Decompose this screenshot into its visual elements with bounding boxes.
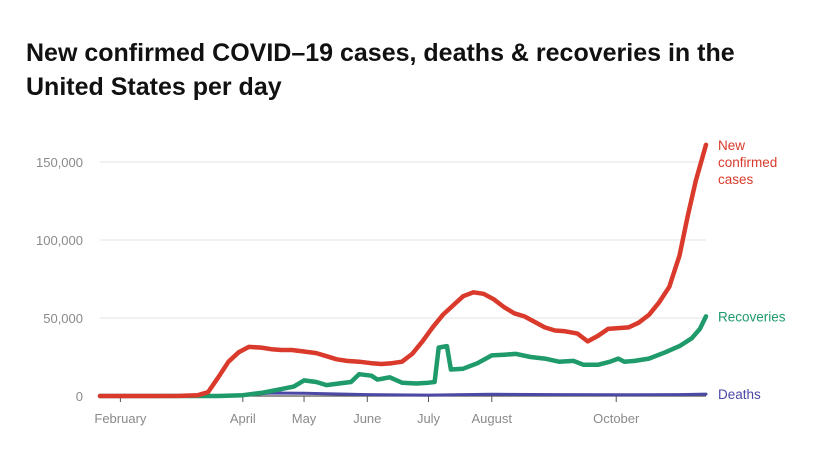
x-tick-label: August	[472, 411, 513, 426]
y-tick-label: 50,000	[43, 311, 83, 326]
chart-title: New confirmed COVID–19 cases, deaths & r…	[26, 39, 735, 101]
x-tick-label: April	[230, 411, 256, 426]
series-line-recoveries	[97, 314, 709, 399]
y-axis: 0 50,000 100,000 150,000	[36, 155, 83, 404]
x-tick-label: May	[292, 411, 317, 426]
series-label-deaths: Deaths	[718, 387, 761, 402]
x-axis: February April May June July August October	[94, 396, 640, 426]
x-tick-label: October	[593, 411, 640, 426]
x-tick-label: June	[353, 411, 381, 426]
series-label-new-confirmed-cases: New confirmed cases	[718, 138, 777, 187]
series-line-new-confirmed-cases	[97, 142, 709, 399]
y-tick-label: 150,000	[36, 155, 83, 170]
series-lines	[97, 142, 709, 399]
series-labels: New confirmed cases Recoveries Deaths	[718, 138, 786, 402]
y-tick-label: 100,000	[36, 233, 83, 248]
x-tick-label: July	[417, 411, 441, 426]
series-label-recoveries: Recoveries	[718, 309, 786, 324]
y-tick-label: 0	[76, 389, 83, 404]
x-tick-label: February	[94, 411, 147, 426]
